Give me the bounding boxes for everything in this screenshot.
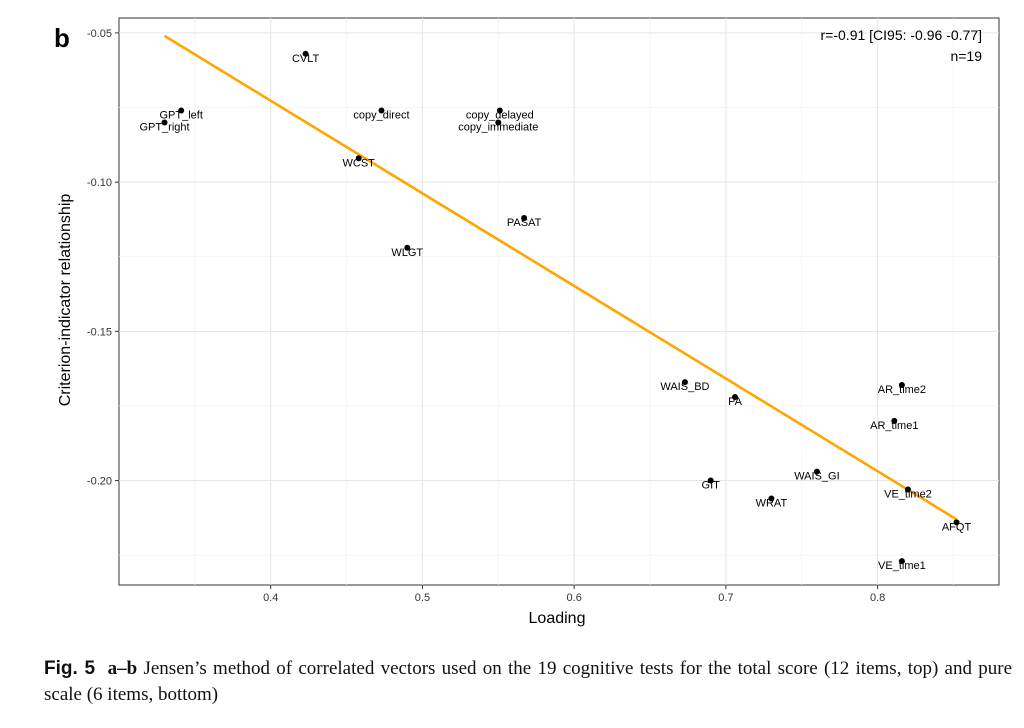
data-point xyxy=(707,477,714,484)
x-tick-label: 0.5 xyxy=(415,592,430,604)
y-tick-label: -0.20 xyxy=(87,476,112,488)
point-label: VE_time1 xyxy=(878,560,926,572)
x-tick-label: 0.8 xyxy=(870,592,885,604)
x-tick-label: 0.6 xyxy=(567,592,582,604)
point-label: AFQT xyxy=(942,521,972,533)
y-tick-label: -0.15 xyxy=(87,326,112,338)
n-annotation: n=19 xyxy=(950,48,982,64)
point-label: GPT_right xyxy=(139,121,189,133)
x-tick-label: 0.7 xyxy=(718,592,733,604)
panel-label: b xyxy=(54,23,70,53)
data-point xyxy=(495,119,502,126)
point-label: WLGT xyxy=(391,247,423,259)
point-label: copy_direct xyxy=(353,110,409,122)
data-point xyxy=(178,107,185,114)
data-point xyxy=(161,119,168,126)
y-tick-label: -0.05 xyxy=(87,28,112,40)
point-label: AR_time1 xyxy=(870,420,918,432)
point-label: WRAT xyxy=(756,497,788,509)
data-point xyxy=(732,393,738,400)
correlation-annotation: r=-0.91 [CI95: -0.96 -0.77] xyxy=(821,27,982,43)
figure-caption: Fig. 5 a–b Jensen’s method of correlated… xyxy=(44,656,1012,708)
data-point xyxy=(521,214,528,221)
x-axis-title: Loading xyxy=(529,610,586,627)
x-axis: 0.4 0.5 0.6 0.7 0.8 xyxy=(263,585,885,604)
data-point xyxy=(681,379,688,386)
y-tick-label: -0.10 xyxy=(87,177,112,189)
data-point xyxy=(898,382,905,389)
point-label: WAIS_BD xyxy=(660,381,709,393)
point-label: CVLT xyxy=(292,53,320,65)
regression-line xyxy=(163,34,958,521)
data-points xyxy=(161,50,960,565)
data-point xyxy=(404,244,411,251)
y-axis-title: Criterion-indicator relationship xyxy=(57,194,74,407)
y-axis: -0.05 -0.10 -0.15 -0.20 xyxy=(87,28,119,488)
point-label: copy_immediate xyxy=(458,121,538,133)
point-label: GIT xyxy=(702,480,721,492)
point-label: WCST xyxy=(343,157,376,169)
data-point xyxy=(496,107,503,114)
point-label: GPT_left xyxy=(160,110,203,122)
data-point xyxy=(898,558,905,565)
caption-panels: a–b xyxy=(107,658,138,679)
data-point xyxy=(953,519,960,526)
point-label: WAIS_GI xyxy=(794,471,839,483)
major-grid xyxy=(119,18,999,585)
point-label: VE_time2 xyxy=(884,489,932,501)
point-label: PA xyxy=(728,396,743,408)
point-label: AR_time2 xyxy=(878,384,926,396)
caption-text: Jensen’s method of correlated vectors us… xyxy=(44,658,1012,705)
data-point xyxy=(768,495,775,502)
x-tick-label: 0.4 xyxy=(263,592,278,604)
point-label: PASAT xyxy=(507,217,542,229)
data-point xyxy=(378,107,385,114)
point-label: copy_delayed xyxy=(466,110,534,122)
caption-figure-number: Fig. 5 xyxy=(44,658,96,679)
plot-panel xyxy=(118,17,1000,586)
data-point xyxy=(891,417,898,424)
data-point xyxy=(813,468,820,475)
data-point xyxy=(302,50,309,57)
data-point xyxy=(904,486,911,493)
data-point xyxy=(355,155,362,162)
